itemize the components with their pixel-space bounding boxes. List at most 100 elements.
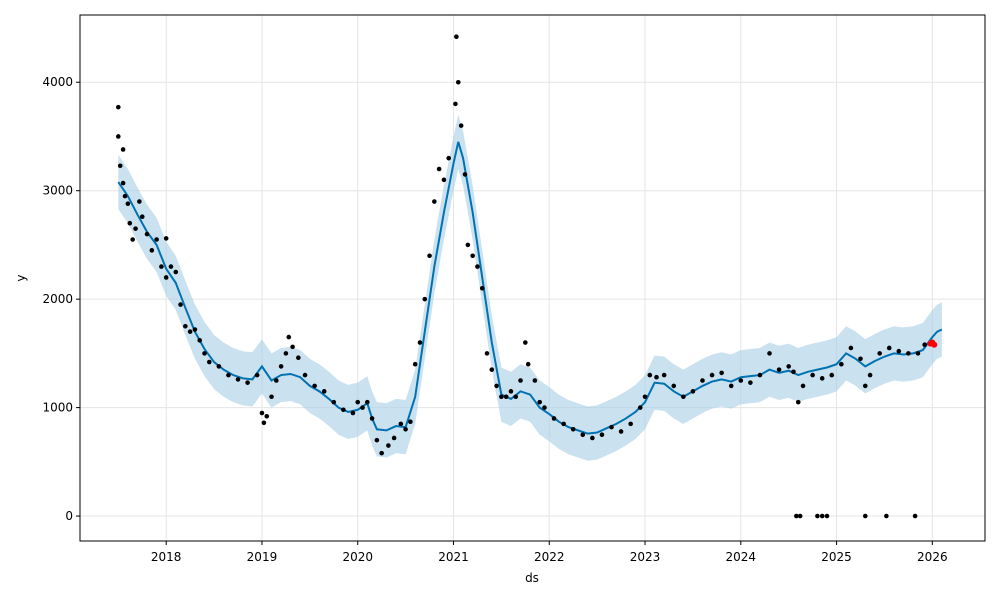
observed-point (862, 513, 868, 519)
observed-point (748, 380, 753, 385)
observed-point (810, 372, 815, 378)
observed-point (719, 370, 724, 376)
observed-point (133, 226, 138, 231)
observed-point (226, 372, 231, 378)
observed-point (168, 264, 174, 269)
observed-point (884, 513, 889, 519)
observed-point (824, 513, 830, 519)
observed-point (800, 383, 806, 389)
observed-point (795, 399, 801, 405)
observed-point (877, 351, 882, 356)
observed-point (350, 410, 356, 416)
observed-point (465, 242, 471, 248)
observed-point (618, 429, 624, 434)
observed-point (149, 248, 155, 253)
observed-point (245, 380, 250, 385)
y-tick-label: 2000 (42, 292, 73, 306)
observed-point (523, 340, 528, 345)
x-tick-label: 2025 (821, 550, 852, 564)
plot-background (80, 15, 985, 541)
observed-point (341, 407, 346, 413)
observed-point (374, 437, 380, 443)
observed-point (561, 421, 566, 427)
highlight-points (927, 339, 938, 348)
observed-point (206, 359, 212, 365)
observed-point (681, 394, 686, 400)
observed-point (391, 435, 397, 441)
observed-point (503, 394, 509, 400)
observed-point (296, 355, 301, 361)
y-axis-label: y (14, 274, 28, 281)
observed-point (154, 237, 159, 242)
observed-point (551, 416, 557, 421)
observed-point (797, 513, 803, 519)
x-tick-label: 2023 (630, 550, 661, 564)
observed-point (117, 163, 123, 169)
observed-point (637, 405, 643, 410)
forecast-line (117, 141, 943, 435)
observed-point (159, 264, 164, 269)
observed-point (178, 302, 183, 307)
y-tick-label: 1000 (42, 401, 73, 415)
observed-point (259, 410, 265, 416)
observed-point (484, 351, 490, 356)
observed-point (848, 345, 854, 351)
observed-point (590, 435, 595, 441)
observed-point (580, 432, 586, 438)
observed-point (786, 364, 791, 369)
uncertainty-area (118, 114, 942, 461)
observed-point (116, 104, 121, 110)
observed-point (427, 253, 432, 259)
observed-point (286, 334, 292, 340)
observed-point (274, 378, 279, 383)
x-axis-label: ds (525, 571, 539, 585)
observed-point (192, 327, 198, 332)
observed-point (187, 329, 193, 334)
observed-point (137, 199, 142, 204)
observed-point (661, 372, 667, 378)
observed-point (912, 513, 918, 519)
observed-point (422, 296, 428, 302)
observed-point (700, 378, 705, 383)
plot-frame (79, 14, 986, 542)
observed-point (290, 344, 295, 350)
observed-point (261, 420, 267, 426)
observed-point (867, 372, 873, 378)
observed-point (532, 378, 538, 383)
observed-point (462, 172, 468, 177)
observed-point (489, 367, 495, 372)
observed-point (862, 383, 868, 389)
observed-point (906, 351, 911, 356)
observed-point (331, 399, 337, 405)
highlight-point (931, 341, 938, 348)
observed-point (369, 416, 375, 421)
observed-point (896, 348, 902, 354)
observed-point (738, 378, 744, 383)
observed-point (403, 426, 408, 432)
observed-point (144, 231, 150, 237)
x-tick-label: 2019 (247, 550, 278, 564)
observed-point (120, 180, 126, 186)
observed-point (436, 166, 442, 172)
observed-point (197, 338, 203, 343)
observed-point (518, 378, 523, 383)
x-tick-label: 2018 (151, 550, 182, 564)
observed-point (122, 193, 128, 199)
observed-point (628, 421, 633, 427)
observed-point (709, 372, 715, 378)
observed-point (264, 413, 270, 419)
observed-point (398, 421, 404, 427)
axes: 2018 2019 2020 2021 2022 2023 2024 2025 2026 0 100… (42, 14, 986, 564)
observed-point (125, 201, 131, 207)
observed-point (642, 394, 648, 400)
observed-points (116, 34, 927, 519)
y-tick-label: 4000 (42, 75, 73, 89)
observed-point (454, 34, 459, 39)
observed-point (791, 369, 796, 375)
forecast-line-group (117, 141, 943, 435)
observed-point (173, 269, 179, 275)
observed-point (819, 513, 825, 519)
x-tick-label: 2022 (534, 550, 565, 564)
